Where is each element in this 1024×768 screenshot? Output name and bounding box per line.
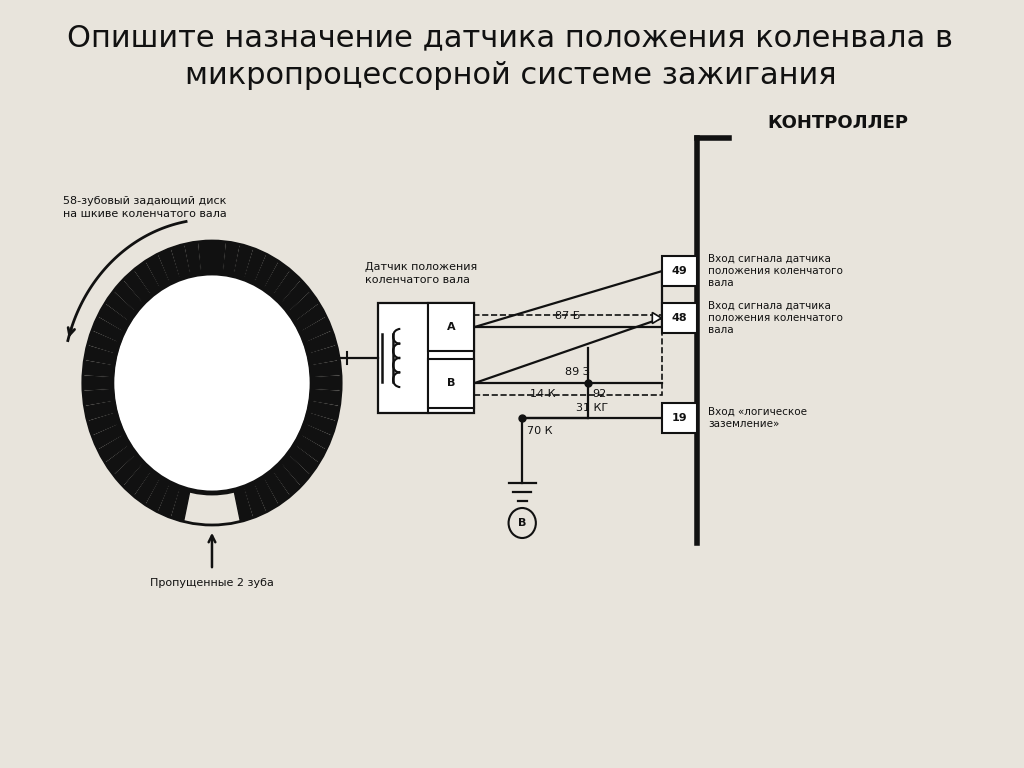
Polygon shape [264, 471, 290, 505]
Polygon shape [213, 241, 225, 273]
Polygon shape [245, 249, 265, 283]
Bar [663, 256, 697, 286]
Polygon shape [652, 313, 662, 323]
Polygon shape [289, 445, 318, 475]
Text: 19: 19 [672, 413, 687, 423]
Polygon shape [305, 331, 336, 353]
Polygon shape [255, 478, 278, 511]
Polygon shape [124, 463, 151, 495]
Polygon shape [245, 483, 265, 518]
Text: Опишите назначение датчика положения коленвала в: Опишите назначение датчика положения кол… [68, 24, 953, 52]
Polygon shape [308, 346, 339, 365]
Polygon shape [114, 455, 142, 485]
Text: 87 Б: 87 Б [555, 311, 581, 321]
Polygon shape [312, 376, 341, 390]
Circle shape [112, 273, 312, 493]
Polygon shape [264, 262, 290, 295]
Polygon shape [83, 389, 113, 406]
Polygon shape [171, 488, 189, 521]
Bar [379, 303, 474, 413]
Text: Пропущенные 2 зуба: Пропущенные 2 зуба [151, 578, 273, 588]
Polygon shape [301, 424, 332, 449]
Polygon shape [98, 304, 129, 331]
Text: 89 З: 89 З [565, 367, 590, 377]
Text: А: А [446, 323, 456, 333]
Text: Вход «логическое
заземление»: Вход «логическое заземление» [708, 407, 807, 429]
Text: Вход сигнала датчика
положения коленчатого
вала: Вход сигнала датчика положения коленчато… [708, 253, 843, 289]
Polygon shape [146, 254, 170, 289]
Polygon shape [255, 254, 278, 289]
Polygon shape [199, 241, 211, 273]
Polygon shape [273, 270, 300, 303]
Polygon shape [295, 304, 326, 331]
Polygon shape [134, 262, 160, 295]
Bar [428, 359, 474, 408]
Polygon shape [311, 389, 341, 406]
Polygon shape [311, 361, 341, 376]
Polygon shape [83, 376, 112, 390]
Text: Вход сигнала датчика
положения коленчатого
вала: Вход сигнала датчика положения коленчато… [708, 300, 843, 336]
Polygon shape [273, 463, 300, 495]
Text: КОНТРОЛЛЕР: КОНТРОЛЛЕР [767, 114, 908, 132]
Polygon shape [223, 242, 239, 276]
Polygon shape [289, 292, 318, 321]
Polygon shape [98, 435, 129, 462]
Text: 92: 92 [592, 389, 606, 399]
Bar [663, 303, 697, 333]
Polygon shape [92, 424, 123, 449]
Polygon shape [301, 317, 332, 342]
Polygon shape [105, 445, 135, 475]
Text: В: В [518, 518, 526, 528]
Text: 70 К: 70 К [526, 426, 552, 436]
Text: 31 КГ: 31 КГ [577, 403, 608, 413]
Text: 14 К: 14 К [530, 389, 556, 399]
Bar [428, 303, 474, 352]
Text: В: В [446, 379, 456, 389]
Text: 49: 49 [672, 266, 687, 276]
Text: микропроцессорной системе зажигания: микропроцессорной системе зажигания [184, 61, 837, 91]
Polygon shape [159, 249, 179, 283]
Polygon shape [88, 413, 119, 435]
Polygon shape [308, 402, 339, 420]
Polygon shape [234, 244, 253, 279]
Polygon shape [85, 346, 116, 365]
Polygon shape [92, 317, 123, 342]
Polygon shape [305, 413, 336, 435]
Text: 58-зубовый задающий диск
на шкиве коленчатого вала: 58-зубовый задающий диск на шкиве коленч… [62, 196, 226, 219]
Text: 48: 48 [672, 313, 687, 323]
Polygon shape [105, 292, 135, 321]
Polygon shape [88, 331, 119, 353]
Bar [663, 403, 697, 433]
Polygon shape [185, 242, 201, 276]
Polygon shape [295, 435, 326, 462]
Polygon shape [159, 483, 179, 518]
Polygon shape [282, 280, 310, 311]
Polygon shape [85, 402, 116, 420]
Polygon shape [83, 361, 113, 376]
Polygon shape [282, 455, 310, 485]
Polygon shape [234, 488, 253, 521]
Polygon shape [146, 478, 170, 511]
Polygon shape [171, 244, 189, 279]
Circle shape [116, 277, 308, 489]
Polygon shape [114, 280, 142, 311]
Polygon shape [134, 471, 160, 505]
Text: Датчик положения
коленчатого вала: Датчик положения коленчатого вала [365, 262, 477, 285]
Polygon shape [124, 270, 151, 303]
